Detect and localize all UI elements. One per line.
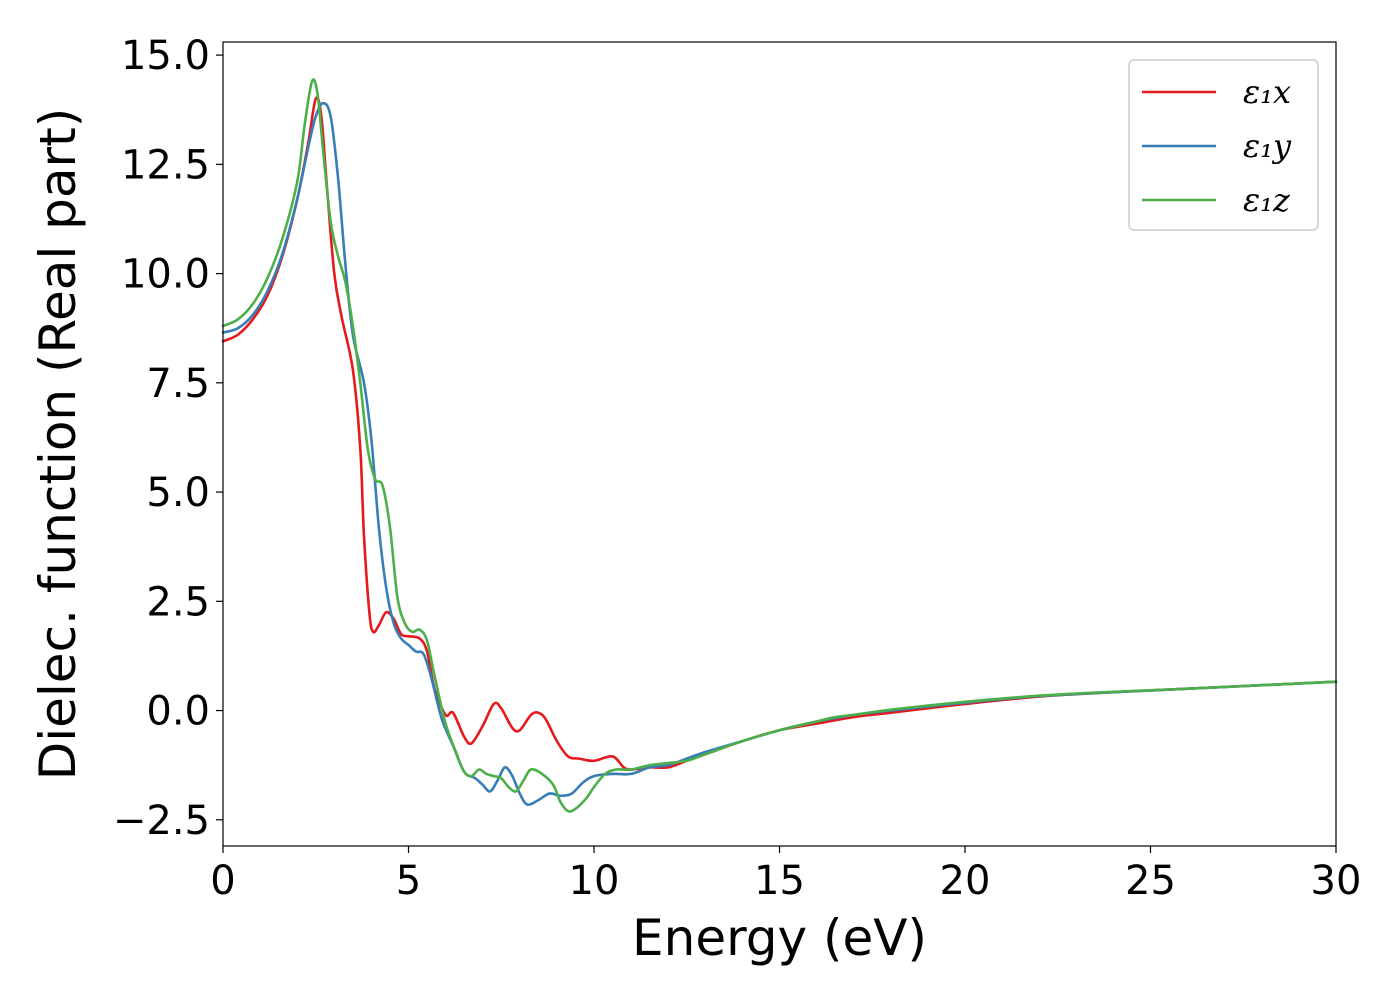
legend-label-3: ε₁z [1243, 181, 1291, 219]
y-tick-label: 15.0 [121, 33, 210, 79]
series-line-3 [221, 78, 1338, 813]
legend-label-1: ε₁x [1243, 73, 1291, 111]
legend: ε₁x ε₁y ε₁z [1128, 59, 1319, 231]
x-tick-label: 25 [1125, 858, 1176, 904]
y-tick-label: 0.0 [146, 689, 210, 735]
y-axis-label: Dielec. function (Real part) [29, 108, 87, 780]
y-tick-label: −2.5 [113, 798, 210, 844]
y-tick-label: 10.0 [121, 252, 210, 298]
x-axis: 0 5 10 15 20 25 30 [210, 846, 1361, 904]
y-tick-label: 2.5 [146, 579, 210, 625]
x-tick-label: 5 [396, 858, 421, 904]
series-layer [221, 78, 1338, 813]
x-tick-label: 20 [940, 858, 991, 904]
x-axis-label: Energy (eV) [632, 909, 927, 967]
y-tick-label: 5.0 [146, 470, 210, 516]
legend-box [1128, 59, 1319, 231]
x-tick-label: 15 [754, 858, 805, 904]
x-tick-label: 30 [1311, 858, 1362, 904]
x-tick-label: 0 [210, 858, 235, 904]
y-axis: −2.5 0.0 2.5 5.0 7.5 10.0 12.5 15.0 [113, 33, 223, 844]
y-tick-label: 7.5 [146, 361, 210, 407]
x-tick-label: 10 [569, 858, 620, 904]
y-tick-label: 12.5 [121, 142, 210, 188]
legend-label-2: ε₁y [1243, 127, 1292, 165]
legend-items: ε₁x ε₁y ε₁z [1142, 73, 1292, 219]
